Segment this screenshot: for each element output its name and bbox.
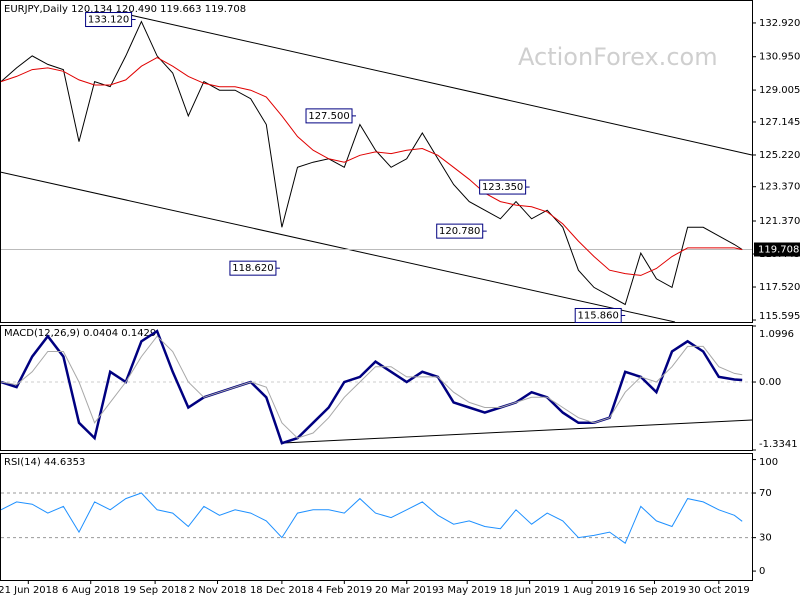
chart-title: EURJPY,Daily 120.134 120.490 119.663 119…	[4, 4, 246, 15]
channel-line	[0, 171, 676, 323]
rsi-panel	[0, 453, 753, 581]
annotation-box	[229, 260, 277, 276]
y-tick-label: 70	[759, 488, 772, 499]
y-tick-label: 125.220	[759, 150, 800, 161]
y-tick-label: 129.005	[759, 85, 800, 96]
annotation-box	[574, 307, 622, 323]
x-tick-label: 4 Feb 2019	[316, 585, 372, 596]
rsi-title: RSI(14) 44.6353	[4, 457, 85, 468]
annotation-label: 123.350	[482, 182, 523, 193]
annotation-box	[436, 223, 484, 239]
x-tick-label: 3 May 2019	[438, 585, 497, 596]
y-tick-label: 117.520	[759, 282, 800, 293]
watermark: ActionForex.com	[518, 43, 718, 71]
y-tick-label: 0.00	[759, 377, 781, 388]
macd-title: MACD(12,26,9) 0.0404 0.1429	[4, 328, 156, 339]
price-panel	[0, 0, 753, 323]
annotation-label: 120.780	[439, 226, 480, 237]
macd-panel	[0, 325, 753, 451]
y-tick-label: 127.145	[759, 117, 800, 128]
annotation-label: 118.620	[232, 263, 273, 274]
x-tick-label: 21 Jun 2018	[0, 585, 58, 596]
y-tick-label: 1.0996	[759, 329, 794, 340]
x-tick-label: 1 Aug 2019	[563, 585, 621, 596]
last-price-label: 119.708	[758, 245, 799, 256]
series-line	[0, 57, 743, 276]
channel-line	[129, 14, 753, 156]
y-tick-label: 132.920	[759, 18, 800, 29]
y-tick-label: 30	[759, 533, 772, 544]
y-tick-label: 130.950	[759, 52, 800, 63]
x-tick-label: 6 Aug 2018	[62, 585, 120, 596]
annotation-box	[479, 179, 527, 195]
y-tick-label: 115.595	[759, 311, 800, 322]
y-tick-label: -1.3341	[759, 439, 798, 450]
x-tick-label: 18 Dec 2018	[250, 585, 314, 596]
last-price-box	[754, 242, 800, 257]
annotation-label: 115.860	[578, 310, 619, 321]
y-tick-label: 0	[759, 566, 765, 577]
annotation-box	[85, 12, 133, 28]
y-tick-label: 100	[759, 457, 778, 468]
series-line	[0, 492, 743, 544]
trend-line	[282, 419, 753, 444]
y-tick-label: 123.370	[759, 182, 800, 193]
x-tick-label: 2 Nov 2018	[189, 585, 247, 596]
x-tick-label: 30 Oct 2019	[688, 585, 750, 596]
x-tick-label: 16 Sep 2019	[623, 585, 686, 596]
annotation-box	[305, 108, 353, 124]
series-line	[0, 335, 743, 439]
annotation-label: 127.500	[308, 111, 349, 122]
x-tick-label: 18 Jun 2019	[500, 585, 560, 596]
series-line	[0, 20, 743, 306]
x-tick-label: 19 Sep 2018	[123, 585, 186, 596]
x-tick-label: 20 Mar 2019	[375, 585, 438, 596]
annotation-label: 133.120	[88, 15, 129, 26]
y-tick-label: 121.370	[759, 216, 800, 227]
